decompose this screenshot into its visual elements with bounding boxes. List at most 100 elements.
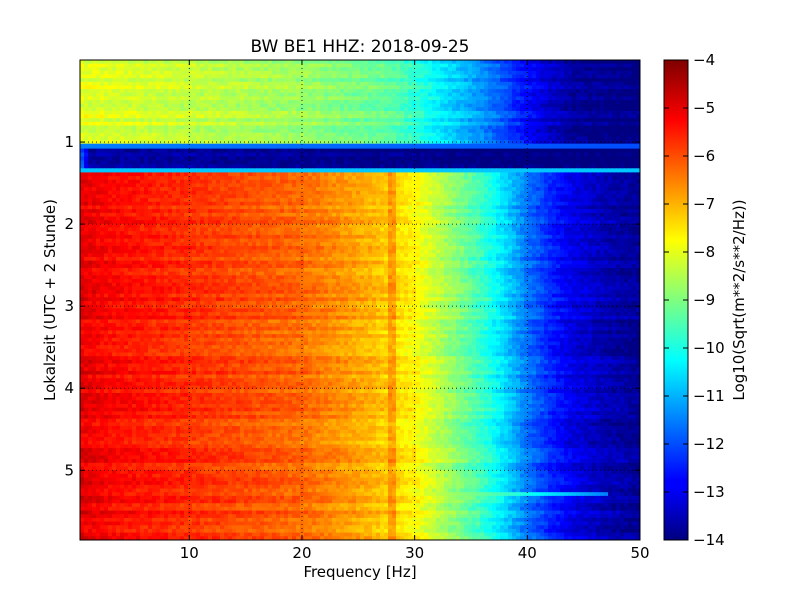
heatmap-cell <box>196 115 201 119</box>
heatmap-cell <box>144 104 149 108</box>
heatmap-cell <box>240 85 245 89</box>
heatmap-cell <box>220 82 225 86</box>
heatmap-cell <box>612 126 617 130</box>
heatmap-cell <box>540 64 545 68</box>
heatmap-cell <box>332 89 337 93</box>
heatmap-cell <box>364 126 369 130</box>
heatmap-cell <box>604 100 609 104</box>
heatmap-cell <box>116 118 121 122</box>
heatmap-cell <box>144 60 149 64</box>
heatmap-cell <box>408 126 413 130</box>
heatmap-cell <box>584 96 589 100</box>
heatmap-cell <box>280 133 285 137</box>
heatmap-cell <box>176 136 181 140</box>
heatmap-cell <box>420 89 425 93</box>
heatmap-cell <box>240 126 245 130</box>
heatmap-cell <box>180 136 185 140</box>
heatmap-cell <box>448 96 453 100</box>
heatmap-cell <box>408 93 413 97</box>
heatmap-cell <box>80 93 85 97</box>
heatmap-cell <box>584 82 589 86</box>
heatmap-cell <box>424 118 429 122</box>
heatmap-cell <box>208 104 213 108</box>
heatmap-cell <box>448 104 453 108</box>
heatmap-cell <box>588 126 593 130</box>
heatmap-cell <box>220 78 225 82</box>
heatmap-cell <box>192 136 197 140</box>
heatmap-cell <box>132 96 137 100</box>
heatmap-cell <box>456 122 461 126</box>
heatmap-cell <box>240 78 245 82</box>
heatmap-cell <box>128 78 133 82</box>
heatmap-cell <box>332 85 337 89</box>
heatmap-cell <box>432 126 437 130</box>
heatmap-cell <box>332 75 337 79</box>
heatmap-cell <box>344 118 349 122</box>
heatmap-cell <box>116 78 121 82</box>
heatmap-cell <box>284 78 289 82</box>
heatmap-cell <box>96 75 101 79</box>
heatmap-cell <box>388 122 393 126</box>
heatmap-cell <box>132 71 137 75</box>
heatmap-cell <box>416 93 421 97</box>
heatmap-cell <box>404 133 409 137</box>
heatmap-cell <box>516 126 521 130</box>
heatmap-cell <box>256 115 261 119</box>
heatmap-cell <box>400 118 405 122</box>
heatmap-cell <box>336 64 341 68</box>
heatmap-cell <box>192 126 197 130</box>
heatmap-cell <box>256 136 261 140</box>
heatmap-cell <box>172 75 177 79</box>
heatmap-cell <box>156 67 161 71</box>
heatmap-cell <box>216 118 221 122</box>
heatmap-cell <box>124 89 129 93</box>
heatmap-cell <box>316 115 321 119</box>
heatmap-cell <box>388 129 393 133</box>
heatmap-cell <box>484 78 489 82</box>
heatmap-cell <box>424 115 429 119</box>
heatmap-cell <box>376 104 381 108</box>
heatmap-cell <box>436 93 441 97</box>
heatmap-cell <box>564 96 569 100</box>
heatmap-cell <box>404 93 409 97</box>
heatmap-cell <box>332 136 337 140</box>
heatmap-cell <box>500 122 505 126</box>
heatmap-cell <box>220 89 225 93</box>
heatmap-cell <box>116 107 121 111</box>
heatmap-cell <box>400 75 405 79</box>
heatmap-cell <box>632 82 637 86</box>
heatmap-cell <box>148 104 153 108</box>
heatmap-cell <box>108 82 113 86</box>
heatmap-cell <box>408 75 413 79</box>
heatmap-cell <box>596 107 601 111</box>
heatmap-cell <box>316 71 321 75</box>
heatmap-cell <box>280 82 285 86</box>
heatmap-cell <box>328 111 333 115</box>
heatmap-cell <box>616 118 621 122</box>
heatmap-cell <box>184 133 189 137</box>
heatmap-cell <box>580 60 585 64</box>
heatmap-cell <box>348 89 353 93</box>
heatmap-cell <box>128 100 133 104</box>
heatmap-cell <box>564 78 569 82</box>
heatmap-cell <box>248 89 253 93</box>
heatmap-cell <box>248 67 253 71</box>
heatmap-cell <box>80 122 85 126</box>
heatmap-cell <box>260 129 265 133</box>
heatmap-cell <box>92 104 97 108</box>
heatmap-cell <box>152 100 157 104</box>
heatmap-cell <box>216 75 221 79</box>
heatmap-cell <box>164 64 169 68</box>
heatmap-cell <box>468 75 473 79</box>
heatmap-cell <box>80 78 85 82</box>
heatmap-cell <box>156 129 161 133</box>
heatmap-cell <box>564 129 569 133</box>
heatmap-cell <box>172 111 177 115</box>
heatmap-cell <box>340 78 345 82</box>
heatmap-cell <box>128 115 133 119</box>
heatmap-cell <box>348 122 353 126</box>
heatmap-cell <box>220 111 225 115</box>
heatmap-cell <box>468 96 473 100</box>
heatmap-cell <box>108 89 113 93</box>
heatmap-cell <box>116 85 121 89</box>
